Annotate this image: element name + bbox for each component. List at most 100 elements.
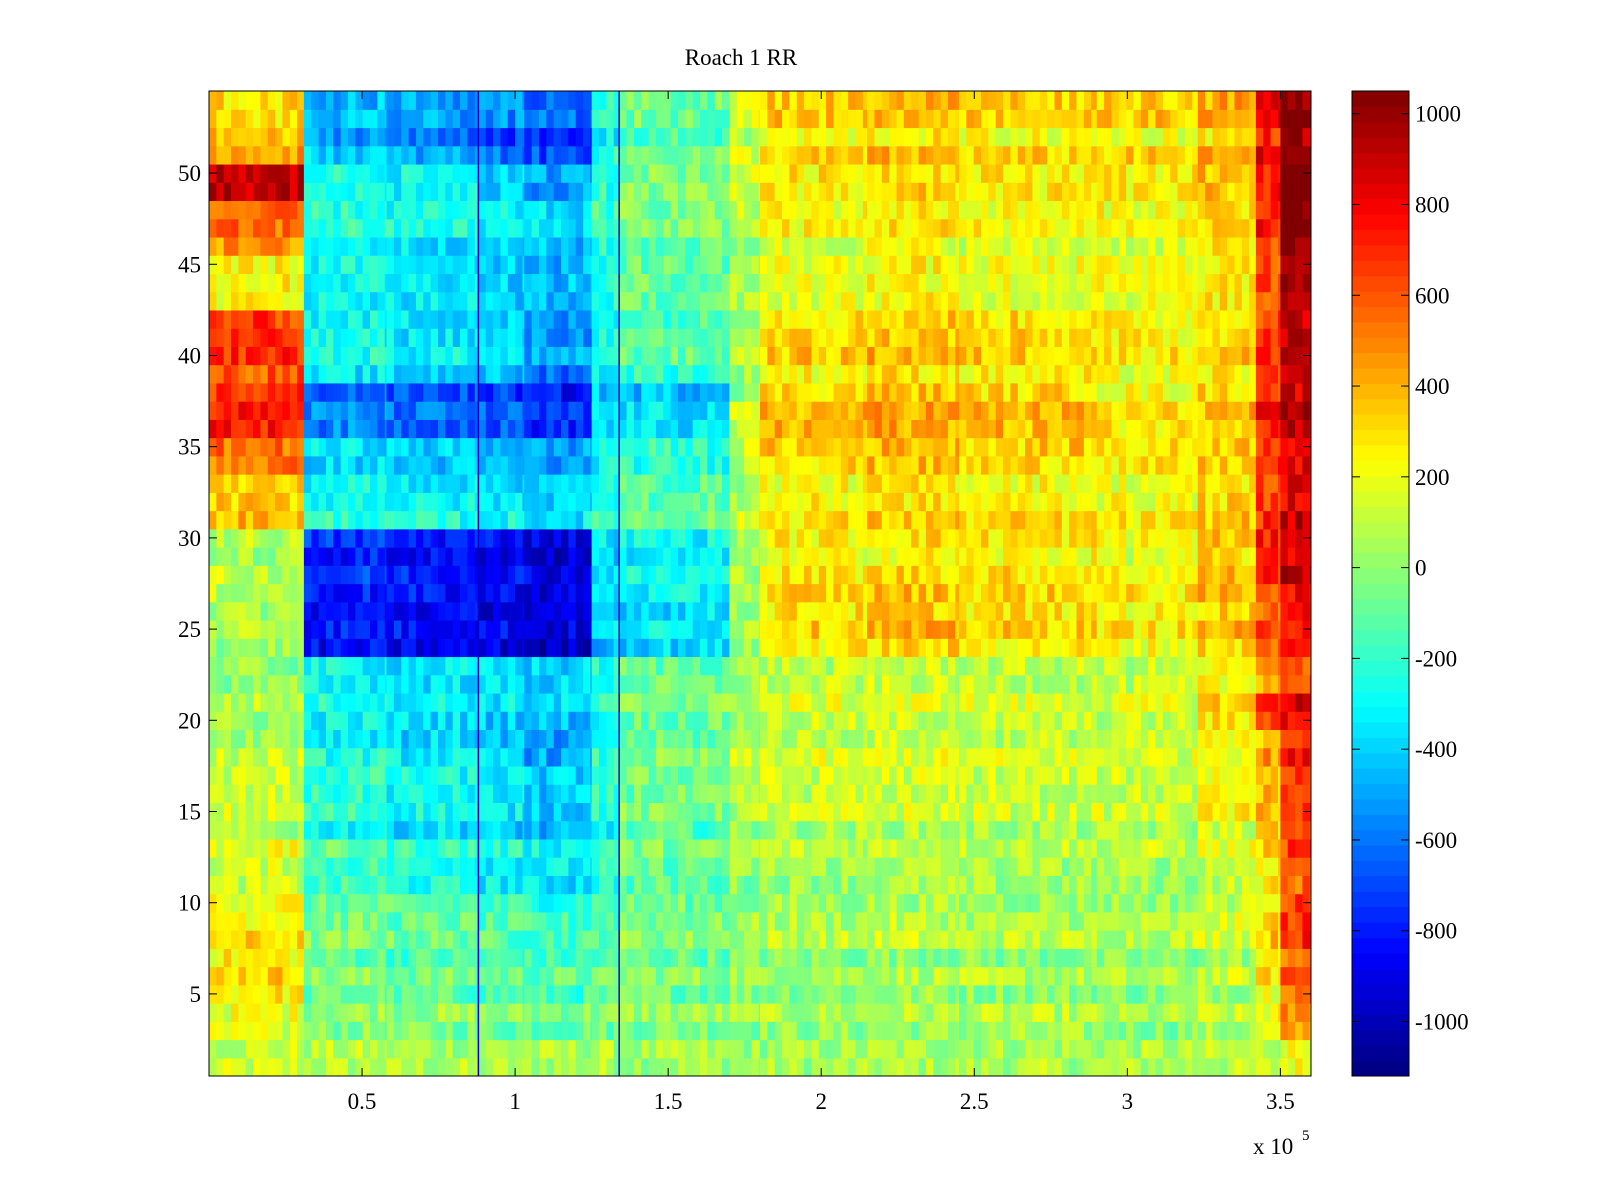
heatmap-cell	[347, 857, 356, 876]
heatmap-cell	[1184, 619, 1193, 639]
heatmap-cell	[216, 948, 225, 968]
heatmap-cell	[903, 1021, 912, 1041]
heatmap-cell	[1133, 893, 1142, 913]
heatmap-cell	[760, 1057, 768, 1076]
heatmap-cell	[1069, 656, 1078, 676]
heatmap-cell	[401, 747, 410, 767]
heatmap-cell	[626, 948, 635, 968]
heatmap-cell	[393, 674, 402, 694]
heatmap-cell	[981, 547, 989, 566]
heatmap-cell	[568, 930, 577, 949]
heatmap-cell	[896, 747, 905, 767]
heatmap-cell	[583, 619, 592, 639]
heatmap-cell	[209, 692, 217, 712]
heatmap-cell	[867, 857, 876, 876]
heatmap-cell	[973, 948, 982, 968]
heatmap-cell	[663, 747, 672, 767]
heatmap-cell	[1295, 820, 1304, 840]
heatmap-cell	[209, 601, 217, 621]
heatmap-cell	[393, 1003, 402, 1022]
heatmap-cell	[973, 547, 982, 566]
heatmap-cell	[1010, 1003, 1019, 1022]
heatmap-cell	[583, 838, 592, 858]
heatmap-cell	[925, 857, 934, 876]
heatmap-cell	[626, 911, 635, 931]
heatmap-cell	[485, 601, 494, 621]
heatmap-cell	[804, 492, 813, 512]
heatmap-cell	[826, 528, 835, 548]
heatmap-cell	[1069, 583, 1078, 603]
heatmap-cell	[1047, 565, 1056, 585]
heatmap-cell	[1148, 601, 1157, 621]
heatmap-cell	[1155, 1057, 1164, 1076]
heatmap-cell	[1010, 984, 1019, 1004]
heatmap-cell	[1017, 784, 1026, 803]
heatmap-cell	[478, 911, 487, 931]
heatmap-cell	[303, 802, 312, 822]
heatmap-cell	[613, 802, 620, 822]
heatmap-cell	[867, 838, 876, 858]
heatmap-cell	[606, 984, 615, 1004]
heatmap-cell	[663, 583, 672, 603]
heatmap-cell	[437, 838, 446, 858]
heatmap-cell	[1295, 674, 1304, 694]
heatmap-cell	[1280, 528, 1289, 548]
heatmap-cell	[677, 820, 686, 840]
heatmap-cell	[1104, 510, 1113, 530]
heatmap-cell	[297, 984, 305, 1004]
heatmap-cell	[485, 1057, 494, 1076]
heatmap-cell	[267, 966, 276, 986]
heatmap-cell	[782, 911, 790, 931]
heatmap-cell	[1263, 984, 1272, 1004]
heatmap-cell	[238, 893, 247, 913]
heatmap-cell	[818, 820, 827, 840]
heatmap-cell	[1184, 765, 1193, 785]
heatmap-cell	[606, 601, 615, 621]
heatmap-cell	[995, 619, 1004, 639]
heatmap-cell	[641, 893, 650, 913]
heatmap-cell	[445, 583, 454, 603]
heatmap-cell	[700, 875, 708, 895]
heatmap-cell	[1184, 638, 1193, 658]
heatmap-cell	[423, 930, 432, 949]
heatmap-cell	[613, 784, 620, 803]
heatmap-cell	[633, 1003, 642, 1022]
heatmap-cell	[911, 638, 920, 658]
heatmap-cell	[782, 492, 790, 512]
heatmap-cell	[811, 729, 820, 749]
heatmap-cell	[933, 893, 942, 913]
heatmap-cell	[478, 930, 487, 949]
heatmap-cell	[988, 784, 997, 803]
heatmap-cell	[685, 656, 694, 676]
heatmap-cell	[325, 583, 334, 603]
heatmap-cell	[782, 601, 790, 621]
heatmap-cell	[663, 692, 672, 712]
heatmap-cell	[474, 528, 479, 548]
heatmap-cell	[848, 492, 857, 512]
heatmap-cell	[736, 638, 745, 658]
heatmap-cell	[478, 747, 487, 767]
heatmap-cell	[1017, 802, 1026, 822]
heatmap-cell	[370, 565, 378, 585]
heatmap-cell	[633, 1021, 642, 1041]
heatmap-cell	[474, 692, 479, 712]
heatmap-cell	[918, 984, 927, 1004]
heatmap-cell	[1177, 802, 1186, 822]
heatmap-cell	[1091, 820, 1098, 840]
heatmap-cell	[377, 984, 386, 1004]
heatmap-cell	[474, 729, 479, 749]
heatmap-cell	[633, 984, 642, 1004]
heatmap-cell	[670, 565, 679, 585]
heatmap-cell	[1241, 911, 1250, 931]
heatmap-cell	[1025, 857, 1034, 876]
heatmap-cell	[325, 638, 334, 658]
heatmap-cell	[1249, 747, 1257, 767]
heatmap-cell	[370, 692, 378, 712]
heatmap-cell	[774, 601, 783, 621]
heatmap-cell	[606, 747, 615, 767]
heatmap-cell	[663, 510, 672, 530]
heatmap-cell	[591, 510, 600, 530]
heatmap-cell	[1017, 601, 1026, 621]
heatmap-cell	[619, 747, 628, 767]
heatmap-cell	[318, 875, 327, 895]
